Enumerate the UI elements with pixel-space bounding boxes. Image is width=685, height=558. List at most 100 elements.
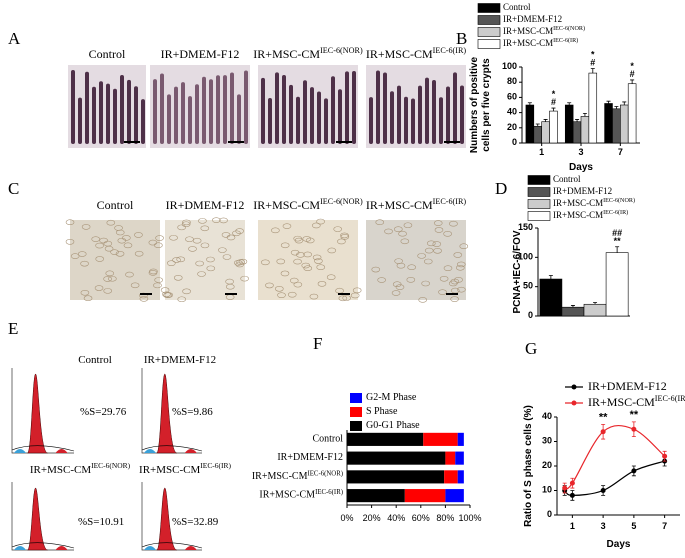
y-tick-label: 100 (502, 61, 517, 71)
x-tick-label: 3 (578, 147, 583, 157)
g2-peak (184, 449, 197, 453)
histogram-axes (141, 482, 202, 551)
cell (226, 234, 236, 241)
significance: * (552, 89, 556, 99)
cell (296, 252, 305, 258)
cell (211, 217, 221, 223)
cell (417, 253, 426, 259)
cell (326, 274, 336, 281)
y-tick-label: 0 (512, 137, 517, 147)
bar (539, 278, 563, 317)
cell (293, 281, 303, 288)
caption: IR+MSC-CMIEC-6(IR) (366, 46, 467, 61)
legend-label: Control (553, 174, 581, 184)
cell (65, 239, 75, 245)
caption: IR+DMEM-F12 (166, 198, 245, 212)
cell (433, 220, 443, 226)
y-tick-label: 20 (542, 460, 552, 470)
cell (177, 296, 187, 303)
cell (439, 275, 449, 282)
error-bar (535, 123, 540, 127)
y-tick-label: 10 (542, 485, 552, 495)
x-tick-label: 0% (340, 513, 353, 523)
legend-swatch (350, 421, 362, 431)
bar-segment (445, 489, 464, 503)
cell (197, 271, 206, 277)
villus (432, 79, 436, 144)
significance: ## (612, 228, 622, 238)
significance: ** (599, 411, 608, 423)
legend-label: IR+MSC-CMIEC-6(IR) (503, 37, 578, 48)
cell (340, 232, 349, 239)
villus (153, 79, 157, 144)
y-tick-label: 0 (512, 137, 517, 147)
cell (181, 221, 191, 228)
point (600, 488, 606, 493)
superscript: IEC-6(IR) (433, 46, 467, 55)
villus (397, 85, 401, 144)
bar-segment (404, 489, 446, 503)
bar (605, 252, 629, 317)
villus (460, 85, 464, 144)
x-tick-label: 60% (412, 513, 430, 523)
significance: * (552, 89, 556, 99)
villus (345, 71, 349, 144)
y-tick-label: 0 (528, 310, 533, 320)
cell (134, 232, 143, 238)
legend-label: G0-G1 Phase (366, 420, 420, 431)
category-label: IR+MSC-CM (252, 471, 308, 482)
villus (127, 79, 131, 144)
villus (78, 97, 82, 144)
x-tick-label: 3 (601, 521, 606, 531)
cell (424, 247, 434, 254)
caption: IR+MSC-CMIEC-6(NOR) (253, 46, 363, 61)
fit (141, 445, 203, 452)
legend-label: IR+MSC-CMIEC-6(IR) (588, 394, 685, 409)
cell (455, 264, 465, 271)
bar (541, 121, 550, 144)
point (569, 492, 575, 498)
cell (91, 236, 101, 242)
cell (316, 264, 326, 270)
bar-segment (347, 470, 445, 484)
villus (390, 91, 394, 144)
x-tick-label: 80% (436, 513, 454, 523)
significance: * (591, 50, 595, 60)
significance: ** (599, 411, 608, 423)
cell (225, 278, 234, 285)
bar (549, 110, 558, 144)
cell (392, 281, 402, 288)
caption: Control (89, 47, 126, 61)
cell (139, 296, 149, 302)
debris (14, 449, 26, 453)
cell (176, 256, 185, 263)
cell (280, 242, 290, 249)
cell (398, 230, 407, 237)
bar (588, 72, 598, 144)
villus (411, 98, 415, 144)
cell (163, 292, 172, 299)
bar (580, 116, 590, 144)
villus (331, 76, 335, 144)
x-axis-label: Days (607, 539, 631, 550)
legend-label: IR+MSC-CMIEC-6(IR) (553, 209, 628, 220)
cell (206, 265, 216, 272)
cell (148, 239, 158, 246)
panel-label: C (8, 179, 19, 198)
bar (627, 83, 637, 144)
villus (261, 77, 265, 144)
panel-label: A (8, 29, 21, 48)
villus (352, 70, 356, 144)
villus (383, 72, 387, 144)
bar (533, 125, 542, 144)
villus (202, 76, 206, 144)
error-bar (614, 106, 619, 109)
superscript: IEC-6(IR) (603, 209, 628, 216)
cell (105, 270, 115, 277)
villus (376, 70, 380, 144)
panel-label: C (8, 179, 19, 198)
cell (303, 265, 313, 272)
cell (301, 262, 311, 269)
villus (230, 72, 234, 144)
cell (182, 219, 191, 226)
